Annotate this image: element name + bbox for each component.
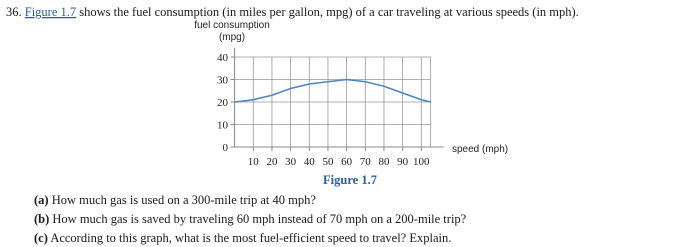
y-tick-label: 40 xyxy=(217,52,229,64)
question-text: How much gas is saved by traveling 60 mp… xyxy=(52,212,466,226)
y-tick-label: 30 xyxy=(217,75,229,87)
question: (a) How much gas is used on a 300-mile t… xyxy=(34,193,316,207)
x-tick-label: 30 xyxy=(285,156,297,168)
data-line xyxy=(234,78,431,103)
question-label: (c) xyxy=(34,231,48,245)
x-tick-label: 40 xyxy=(304,156,316,168)
chart: 0 10 20 30 40 10 20 30 40 50 60 70 80 90 100 xyxy=(217,48,444,168)
question: (c) According to this graph, what is the… xyxy=(34,231,451,245)
y-tick-label: 20 xyxy=(217,97,229,109)
x-tick-label: 80 xyxy=(378,156,390,168)
y-axis-label: fuel consumption xyxy=(194,20,270,31)
x-tick-label: 90 xyxy=(397,156,409,168)
x-tick-label: 20 xyxy=(266,156,278,168)
problem-statement: 36. Figure 1.7 shows the fuel consumptio… xyxy=(6,5,579,19)
question-text: According to this graph, what is the mos… xyxy=(50,231,451,245)
question: (b) How much gas is saved by traveling 6… xyxy=(34,212,467,226)
x-tick-label: 10 xyxy=(248,156,260,168)
x-axis-label: speed (mph) xyxy=(452,144,508,155)
x-tick-label: 70 xyxy=(360,156,372,168)
y-tick-label: 0 xyxy=(223,142,229,154)
question-label: (a) xyxy=(34,193,49,207)
question-text: How much gas is used on a 300-mile trip … xyxy=(52,193,317,207)
y-tick-label: 10 xyxy=(217,120,229,132)
x-tick-label: 50 xyxy=(322,156,334,168)
x-tick-label: 60 xyxy=(341,156,353,168)
problem-text: shows the fuel consumption (in miles per… xyxy=(79,5,579,19)
figure-caption: Figure 1.7 xyxy=(323,173,377,187)
y-axis-label: (mpg) xyxy=(219,32,245,43)
problem-number: 36. xyxy=(6,5,22,19)
question-label: (b) xyxy=(34,212,49,226)
x-tick-label: 100 xyxy=(413,156,430,168)
figure-link[interactable]: Figure 1.7 xyxy=(25,5,76,19)
